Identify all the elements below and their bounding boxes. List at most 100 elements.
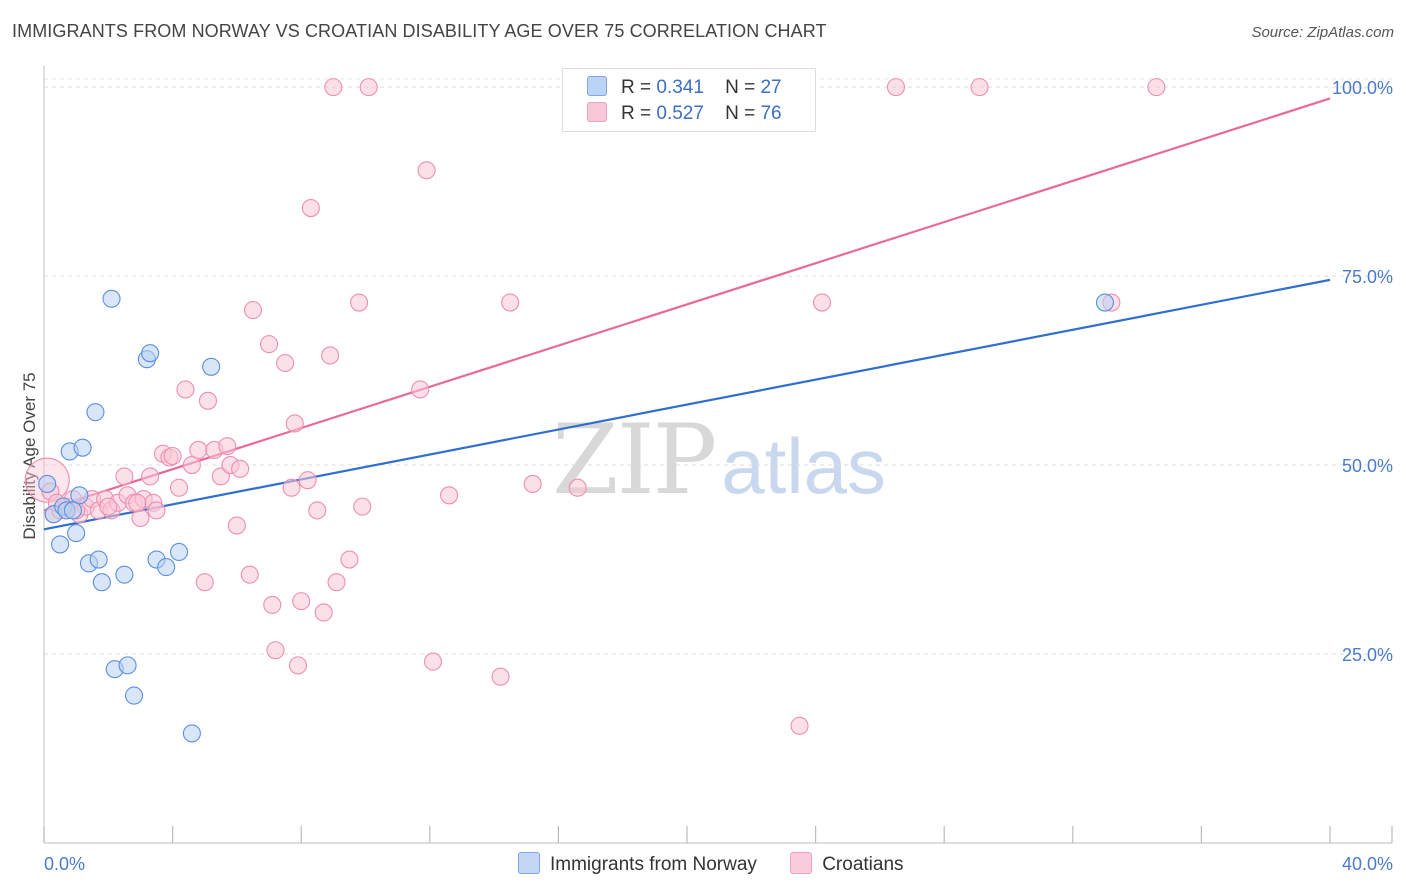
watermark-atlas: atlas [721,422,886,510]
croatian-point [189,440,208,459]
norway-point [124,686,144,705]
legend-r-value: 0.341 [656,77,704,98]
legend-swatch-croatians [587,102,607,122]
norway-point [73,438,92,457]
croatian-point [263,595,282,614]
croatian-point [491,667,510,686]
series-legend: Immigrants from Norway Croatians [518,852,932,876]
legend-n-label: N = [725,103,756,124]
data-points [24,78,1166,743]
croatian-point [128,493,147,512]
croatian-point [288,656,308,675]
norway-point [89,550,108,569]
watermark-zip: ZIP [552,404,717,516]
croatian-point [218,437,237,456]
croatian-point [231,459,250,478]
legend-swatch-croatians [790,852,813,874]
croatian-point [790,716,809,735]
croatian-point [259,335,279,354]
y-tick-label: 100.0% [1332,78,1393,98]
norway-point [63,501,82,520]
croatian-point [198,391,218,410]
croatian-point [340,550,359,569]
croatian-point [301,199,320,218]
norway-point [157,558,176,577]
legend-item-norway[interactable]: Immigrants from Norway [518,852,757,876]
croatian-trend-line [43,97,1331,512]
croatian-point [308,501,327,520]
legend-item-croatians[interactable]: Croatians [790,852,904,876]
norway-point [86,403,105,422]
croatian-point [324,78,343,97]
croatian-point [141,467,160,486]
croatian-point [359,78,378,97]
chart-title: IMMIGRANTS FROM NORWAY VS CROATIAN DISAB… [12,21,827,41]
norway-trend-line [43,278,1331,531]
trend-lines [43,97,1331,531]
croatian-point [417,161,436,180]
croatian-point [292,592,311,611]
legend-label-norway: Immigrants from Norway [550,854,757,875]
croatian-point [350,293,369,312]
croatian-point [970,78,989,97]
legend-r-value: 0.527 [656,103,704,124]
croatian-point [1147,78,1166,97]
norway-point [51,535,70,554]
y-tick-label: 25.0% [1342,645,1393,665]
croatian-point [176,380,195,399]
norway-point [38,474,57,494]
croatian-point [568,478,587,497]
x-tick-labels: 0.0% 40.0% [44,854,1393,874]
croatian-point [243,301,263,320]
croatian-point [182,456,201,475]
croatian-point [282,478,301,497]
legend-r-label: R = [621,103,652,124]
croatian-point [411,380,430,399]
norway-point [118,656,137,675]
croatian-point [285,414,304,433]
norway-point [92,573,111,592]
croatian-point [266,641,285,660]
legend-row-norway: R = 0.341 N = 27 [587,76,782,100]
croatian-point [327,573,346,592]
legend-swatch-norway [587,76,607,96]
legend-row-croatians: R = 0.527 N = 76 [587,102,782,126]
legend-n-value: 76 [760,103,782,124]
x-tick-label: 0.0% [44,854,85,874]
croatian-point [227,516,246,535]
croatian-point [163,446,182,466]
y-tick-label: 50.0% [1342,456,1393,476]
y-tick-labels: 25.0% 50.0% 75.0% 100.0% [1332,78,1393,665]
croatian-point [321,346,340,365]
croatian-point [523,474,542,494]
axes [43,66,1393,844]
norway-point [1095,293,1114,312]
norway-point [115,565,134,584]
correlation-legend: R = 0.341 N = 27 R = 0.527 N = 76 [562,68,816,132]
croatian-point [298,471,317,490]
norway-point [67,524,86,543]
croatian-point [240,565,259,584]
croatian-point [423,652,443,671]
norway-point [102,289,121,308]
y-tick-label: 75.0% [1342,267,1393,287]
croatian-point [99,497,118,516]
croatian-point [886,78,906,97]
croatian-point [169,478,189,497]
croatian-point [276,353,295,373]
watermark: ZIPatlas [552,404,886,516]
croatian-point [353,497,372,516]
croatian-point [314,603,333,622]
x-tick-label: 40.0% [1342,854,1393,874]
croatian-point [440,486,459,505]
croatian-point [195,573,214,592]
source-label: Source: ZipAtlas.com [1251,24,1394,41]
croatian-point [147,501,166,520]
norway-point [70,486,89,505]
norway-point [202,357,221,376]
croatian-point [131,508,150,528]
norway-point [141,344,160,363]
legend-r-label: R = [621,77,652,98]
legend-label-croatians: Croatians [822,854,904,875]
